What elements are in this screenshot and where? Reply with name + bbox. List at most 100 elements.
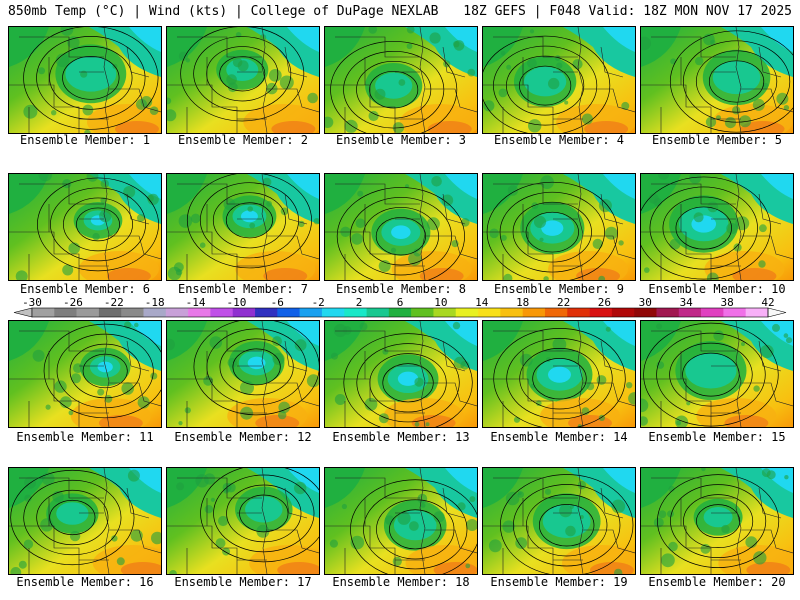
colorbar-tick-label: -22 — [104, 297, 124, 309]
colorbar-tick-label: 14 — [475, 297, 489, 309]
colorbar-segment — [165, 308, 189, 317]
colorbar-segment — [321, 308, 345, 317]
temperature-map-graphic — [325, 174, 477, 280]
ensemble-member-map[interactable] — [166, 320, 320, 428]
temperature-map-graphic — [483, 468, 635, 574]
colorbar-segment — [188, 308, 211, 317]
colorbar-segment — [388, 308, 412, 317]
ensemble-member-map[interactable] — [640, 26, 794, 134]
colorbar-segment — [678, 308, 702, 317]
ensemble-member-caption: Ensemble Member: 7 — [177, 282, 309, 296]
colorbar-tick-label: 6 — [397, 297, 404, 309]
colorbar-segment — [522, 308, 546, 317]
colorbar-segment — [433, 308, 457, 317]
ensemble-member-caption: Ensemble Member: 14 — [490, 430, 628, 444]
temperature-map-graphic — [167, 321, 319, 427]
temperature-map-graphic — [167, 27, 319, 133]
colorbar-segment — [611, 308, 635, 317]
colorbar-tick-label: 42 — [761, 297, 774, 309]
temperature-map-graphic — [9, 321, 161, 427]
ensemble-member-map[interactable] — [8, 173, 162, 281]
temperature-map-graphic — [641, 468, 793, 574]
colorbar-tick-label: 2 — [356, 297, 363, 309]
colorbar-segment — [143, 308, 167, 317]
ensemble-member-caption: Ensemble Member: 8 — [335, 282, 467, 296]
ensemble-member-caption: Ensemble Member: 17 — [174, 575, 312, 589]
temperature-colorbar: -30 -26 -22 -18 -14 -10 -6 -2 2 6 10 14 18 22 26 30 34 38… — [10, 297, 790, 319]
ensemble-member-caption: Ensemble Member: 5 — [651, 133, 783, 147]
colorbar-segment — [299, 308, 323, 317]
ensemble-member-map[interactable] — [640, 467, 794, 575]
ensemble-member-caption: Ensemble Member: 19 — [490, 575, 628, 589]
ensemble-member-map[interactable] — [8, 26, 162, 134]
run-valid-time: 18Z GEFS | F048 Valid: 18Z MON NOV 17 20… — [463, 4, 792, 19]
ensemble-member-caption: Ensemble Member: 15 — [648, 430, 786, 444]
temperature-map-graphic — [483, 174, 635, 280]
ensemble-member-map[interactable] — [324, 320, 478, 428]
colorbar-segment — [411, 308, 434, 317]
colorbar-tick-label: 38 — [720, 297, 733, 309]
colorbar-tick-label: -14 — [186, 297, 206, 309]
temperature-map-graphic — [641, 174, 793, 280]
colorbar-tick-label: -26 — [63, 297, 83, 309]
colorbar-tick-label: -18 — [145, 297, 165, 309]
temperature-map-graphic — [325, 321, 477, 427]
colorbar-segment — [255, 308, 278, 317]
colorbar-segment — [544, 308, 568, 317]
colorbar-tick-label: 18 — [516, 297, 529, 309]
ensemble-member-caption: Ensemble Member: 18 — [332, 575, 470, 589]
colorbar-tick-label: -30 — [22, 297, 42, 309]
temperature-map-graphic — [483, 27, 635, 133]
temperature-map-graphic — [167, 174, 319, 280]
colorbar-svg: -30 -26 -22 -18 -14 -10 -6 -2 2 6 10 14 18 22 26 30 34 38… — [13, 297, 787, 318]
colorbar-tick-label: -6 — [271, 297, 284, 309]
colorbar-segment — [76, 308, 100, 317]
ensemble-member-map[interactable] — [482, 467, 636, 575]
ensemble-member-map[interactable] — [166, 26, 320, 134]
colorbar-segment — [277, 308, 300, 317]
colorbar-segment — [210, 308, 234, 317]
colorbar-segment — [634, 308, 657, 317]
colorbar-segment — [567, 308, 590, 317]
ensemble-member-caption: Ensemble Member: 1 — [19, 133, 151, 147]
temperature-map-graphic — [9, 27, 161, 133]
colorbar-frame — [31, 307, 769, 318]
ensemble-member-map[interactable] — [166, 173, 320, 281]
ensemble-member-map[interactable] — [640, 320, 794, 428]
colorbar-segment — [701, 308, 724, 317]
colorbar-segment — [32, 308, 55, 317]
ensemble-member-caption: Ensemble Member: 16 — [16, 575, 154, 589]
temperature-map-graphic — [167, 468, 319, 574]
colorbar-segment — [54, 308, 77, 317]
temperature-map-graphic — [325, 27, 477, 133]
colorbar-tick-label: -2 — [312, 297, 325, 309]
ensemble-member-caption: Ensemble Member: 13 — [332, 430, 470, 444]
ensemble-member-caption: Ensemble Member: 3 — [335, 133, 467, 147]
ensemble-member-map[interactable] — [482, 320, 636, 428]
colorbar-segment — [366, 308, 390, 317]
ensemble-member-map[interactable] — [8, 320, 162, 428]
colorbar-segment — [98, 308, 122, 317]
colorbar-segment — [121, 308, 144, 317]
colorbar-tick-label: 30 — [639, 297, 652, 309]
colorbar-tick-label: 26 — [598, 297, 611, 309]
ensemble-member-caption: Ensemble Member: 6 — [19, 282, 151, 296]
ensemble-member-map[interactable] — [8, 467, 162, 575]
ensemble-member-map[interactable] — [640, 173, 794, 281]
ensemble-member-caption: Ensemble Member: 4 — [493, 133, 625, 147]
temperature-map-graphic — [9, 468, 161, 574]
product-title: 850mb Temp (°C) | Wind (kts) | College o… — [8, 4, 439, 19]
colorbar-segment — [232, 308, 256, 317]
ensemble-member-caption: Ensemble Member: 20 — [648, 575, 786, 589]
colorbar-right-arrow — [767, 307, 787, 318]
ensemble-member-map[interactable] — [324, 26, 478, 134]
ensemble-member-caption: Ensemble Member: 2 — [177, 133, 309, 147]
ensemble-member-caption: Ensemble Member: 10 — [648, 282, 786, 296]
ensemble-member-map[interactable] — [482, 26, 636, 134]
ensemble-member-map[interactable] — [482, 173, 636, 281]
ensemble-member-map[interactable] — [166, 467, 320, 575]
ensemble-member-map[interactable] — [324, 173, 478, 281]
colorbar-segment — [478, 308, 501, 317]
ensemble-member-map[interactable] — [324, 467, 478, 575]
ensemble-member-caption: Ensemble Member: 11 — [16, 430, 154, 444]
